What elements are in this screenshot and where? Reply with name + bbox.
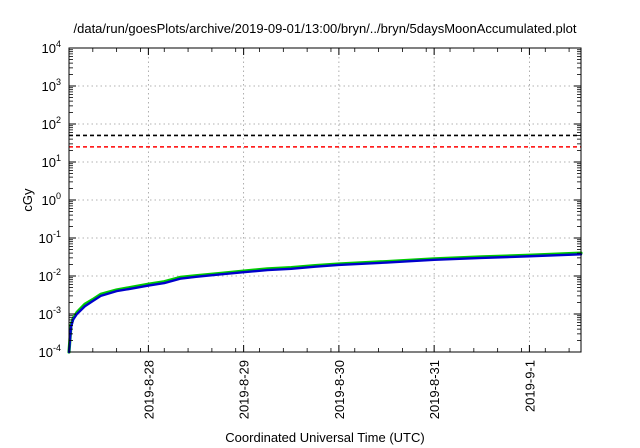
y-tick-label: 104 (42, 39, 61, 56)
x-axis: 2019-8-28 2019-8-29 2019-8-30 2019-8-31 2019… (68, 48, 570, 419)
x-tick-label: 2019-8-29 (237, 360, 252, 419)
x-axis-label: Coordinated Universal Time (UTC) (225, 430, 424, 445)
y-tick-base: 10 (42, 155, 56, 170)
y-tick-exponent: 3 (56, 77, 61, 87)
y-tick-exponent: -4 (53, 343, 61, 353)
x-tick-label: 2019-8-31 (427, 360, 442, 419)
y-tick-exponent: -3 (53, 305, 61, 315)
y-tick-base: 10 (42, 79, 56, 94)
y-tick-base: 10 (39, 269, 53, 284)
y-tick-base: 10 (39, 307, 53, 322)
y-tick-base: 10 (42, 193, 56, 208)
grid-lines (69, 48, 581, 352)
reference-lines (69, 134, 581, 148)
y-tick-label: 101 (42, 153, 61, 170)
y-tick-base: 10 (39, 231, 53, 246)
y-tick-label: 10-1 (39, 229, 61, 246)
blue-series-line (67, 253, 583, 354)
y-tick-exponent: 0 (56, 191, 61, 201)
y-tick-label: 103 (42, 77, 61, 94)
y-tick-label: 100 (42, 191, 61, 208)
x-tick-label: 2019-8-28 (141, 360, 156, 419)
y-tick-label: 10-2 (39, 267, 61, 284)
y-tick-base: 10 (39, 345, 53, 360)
y-axis-label: cGy (20, 188, 35, 212)
y-tick-base: 10 (42, 41, 56, 56)
y-tick-label: 10-3 (39, 305, 61, 322)
data-series (67, 251, 583, 354)
y-tick-exponent: -2 (53, 267, 61, 277)
y-tick-exponent: 4 (56, 39, 61, 49)
y-tick-label: 10-4 (39, 343, 61, 360)
y-tick-exponent: 1 (56, 153, 61, 163)
y-tick-exponent: 2 (56, 115, 61, 125)
y-tick-label: 102 (42, 115, 61, 132)
y-tick-base: 10 (42, 117, 56, 132)
y-tick-exponent: -1 (53, 229, 61, 239)
chart-title: /data/run/goesPlots/archive/2019-09-01/1… (74, 21, 577, 36)
x-tick-label: 2019-8-30 (332, 360, 347, 419)
x-tick-label: 2019-9-1 (522, 360, 537, 412)
